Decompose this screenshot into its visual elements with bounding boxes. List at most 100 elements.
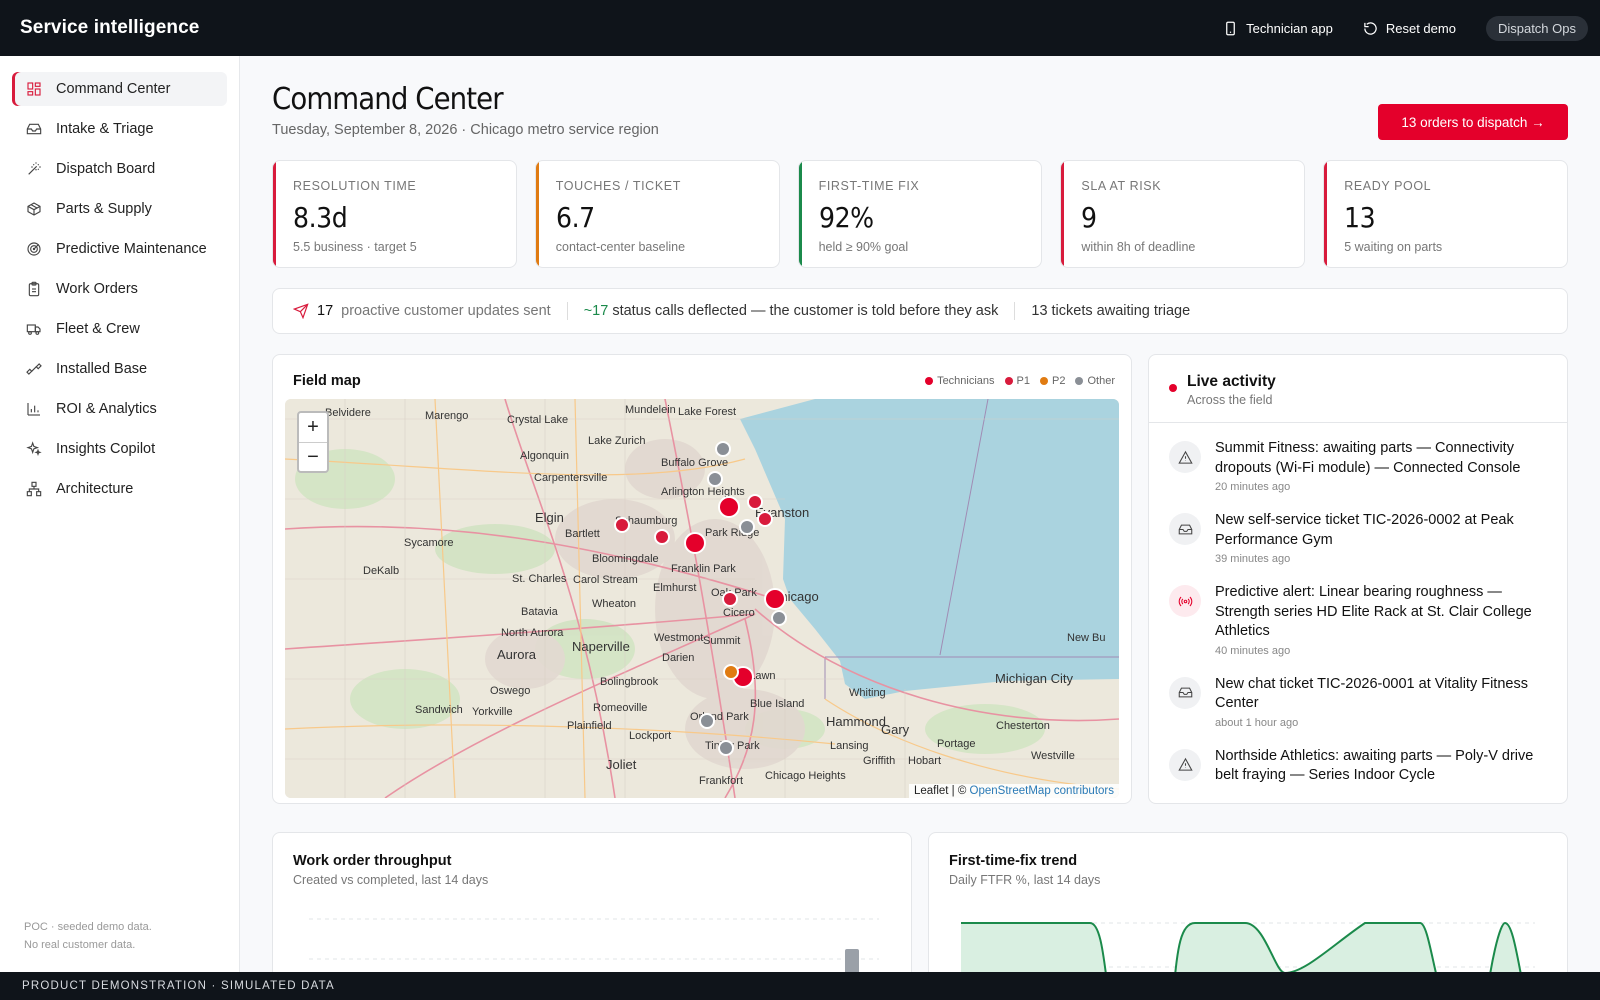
map-place-label: Carpentersville	[534, 472, 607, 484]
reset-demo-button[interactable]: Reset demo	[1363, 21, 1456, 36]
sidebar-item-dispatch-board[interactable]: Dispatch Board	[12, 152, 227, 186]
throughput-chart[interactable]	[289, 903, 899, 972]
order-marker-p1[interactable]	[747, 494, 763, 510]
sidebar-footer-line: No real customer data.	[24, 939, 136, 951]
sidebar-item-work-orders[interactable]: Work Orders	[12, 272, 227, 306]
zoom-in-button[interactable]: +	[307, 416, 319, 438]
sidebar-item-label: Insights Copilot	[56, 441, 156, 457]
order-marker-other[interactable]	[718, 740, 734, 756]
sidebar-item-parts-supply[interactable]: Parts & Supply	[12, 192, 227, 226]
map-place-label: Romeoville	[593, 702, 647, 714]
activity-item[interactable]: Summit Fitness: awaiting parts — Connect…	[1169, 439, 1547, 493]
sidebar: Command Center Intake & Triage Dispatch …	[0, 56, 240, 972]
order-marker-other[interactable]	[771, 610, 787, 626]
order-marker-p1[interactable]	[722, 591, 738, 607]
order-marker-other[interactable]	[715, 441, 731, 457]
sidebar-item-installed-base[interactable]: Installed Base	[12, 352, 227, 386]
sidebar-item-insights-copilot[interactable]: Insights Copilot	[12, 432, 227, 466]
network-icon	[26, 481, 42, 497]
kpi-card-ready-pool[interactable]: READY POOL 13 5 waiting on parts	[1323, 160, 1568, 268]
activity-item[interactable]: New self-service ticket TIC-2026-0002 at…	[1169, 511, 1547, 565]
field-map[interactable]: Belvidere Marengo Crystal Lake Mundelein Lak…	[285, 399, 1119, 798]
map-place-label: Oswego	[490, 685, 530, 697]
throughput-bar	[845, 949, 859, 972]
clipboard-icon	[28, 281, 40, 297]
throughput-title: Work order throughput	[293, 853, 452, 869]
order-marker-other[interactable]	[739, 519, 755, 535]
kpi-value: 9	[1081, 201, 1097, 234]
map-place-label: Plainfield	[567, 720, 612, 732]
order-marker-p1[interactable]	[654, 529, 670, 545]
dispatch-orders-button[interactable]: 13 orders to dispatch →	[1378, 104, 1568, 140]
kpi-card-resolution-time[interactable]: RESOLUTION TIME 8.3d 5.5 business · targ…	[272, 160, 517, 268]
order-marker-p1[interactable]	[757, 511, 773, 527]
kpi-card-sla-at-risk[interactable]: SLA AT RISK 9 within 8h of deadline	[1060, 160, 1306, 268]
deflected-label: status calls deflected — the customer is…	[612, 303, 999, 319]
technician-marker[interactable]	[684, 532, 706, 554]
role-badge[interactable]: Dispatch Ops	[1485, 15, 1588, 41]
osm-attribution-link[interactable]: OpenStreetMap contributors	[969, 785, 1114, 797]
map-place-label: Schaumburg	[615, 515, 677, 527]
sidebar-item-command-center[interactable]: Command Center	[12, 72, 227, 106]
sidebar-item-label: Architecture	[56, 481, 134, 497]
sidebar-item-architecture[interactable]: Architecture	[12, 472, 227, 506]
kpi-card-touches-per-ticket[interactable]: TOUCHES / TICKET 6.7 contact-center base…	[534, 160, 780, 268]
technician-marker[interactable]	[764, 588, 786, 610]
map-place-label: Crystal Lake	[507, 414, 568, 426]
map-place-label: Lake Forest	[678, 406, 736, 418]
kpi-note: within 8h of deadline	[1081, 240, 1196, 254]
sidebar-item-intake-triage[interactable]: Intake & Triage	[12, 112, 227, 146]
sidebar-item-label: Dispatch Board	[56, 161, 156, 177]
throughput-subtitle: Created vs completed, last 14 days	[293, 873, 489, 887]
map-place-label: Hammond	[826, 714, 886, 729]
activity-item[interactable]: Predictive alert: Linear bearing roughne…	[1169, 583, 1547, 657]
technician-app-button[interactable]: Technician app	[1223, 21, 1333, 36]
page-subtitle: Tuesday, September 8, 2026 · Chicago met…	[272, 122, 659, 138]
order-marker-other[interactable]	[699, 713, 715, 729]
kpi-card-first-time-fix[interactable]: FIRST-TIME FIX 92% held ≥ 90% goal	[797, 160, 1043, 268]
order-marker-other[interactable]	[707, 471, 723, 487]
map-place-label: Frankfort	[699, 775, 743, 787]
activity-feed[interactable]: Summit Fitness: awaiting parts — Connect…	[1149, 423, 1567, 803]
map-place-label: Belvidere	[325, 407, 371, 419]
kpi-value: 8.3d	[293, 201, 348, 234]
sidebar-item-label: Command Center	[56, 81, 171, 97]
ftfr-chart-card: First-time-fix trend Daily FTFR %, last …	[928, 832, 1568, 972]
ftfr-area	[961, 923, 1521, 972]
field-map-card: Field map Technicians P1 P2 Other	[272, 354, 1132, 804]
order-marker-p1[interactable]	[614, 517, 630, 533]
map-place-label: Westmont	[654, 632, 703, 644]
main-content: Command Center Tuesday, September 8, 202…	[272, 56, 1568, 972]
map-place-label: Summit	[703, 635, 740, 647]
ftfr-chart[interactable]	[945, 903, 1555, 972]
reset-demo-label: Reset demo	[1385, 20, 1456, 36]
legend-item-technicians: Technicians	[925, 375, 995, 387]
inbox-icon	[1169, 513, 1201, 545]
map-place-label: Bartlett	[565, 528, 600, 540]
kpi-note: held ≥ 90% goal	[818, 240, 909, 254]
technician-marker[interactable]	[718, 496, 740, 518]
order-marker-p2[interactable]	[723, 664, 739, 680]
sidebar-item-label: Intake & Triage	[56, 121, 154, 137]
kpi-value: 6.7	[555, 201, 595, 234]
map-place-label: Sandwich	[415, 704, 463, 716]
kpi-note: 5 waiting on parts	[1344, 240, 1443, 254]
activity-item[interactable]: Northside Athletics: awaiting parts — Po…	[1169, 747, 1547, 789]
activity-item[interactable]: New chat ticket TIC-2026-0001 at Vitalit…	[1169, 675, 1547, 729]
radar-icon	[27, 242, 41, 256]
sidebar-footer: POC · seeded demo data. No real customer…	[24, 918, 152, 954]
map-place-label: Naperville	[572, 639, 630, 654]
sidebar-item-predictive-maintenance[interactable]: Predictive Maintenance	[12, 232, 227, 266]
zoom-out-button[interactable]: −	[299, 442, 327, 471]
activity-time: about 1 hour ago	[1215, 716, 1299, 729]
ftfr-subtitle: Daily FTFR %, last 14 days	[949, 873, 1101, 887]
sidebar-item-roi-analytics[interactable]: ROI & Analytics	[12, 392, 227, 426]
triage-label[interactable]: 13 tickets awaiting triage	[1031, 303, 1191, 319]
ftfr-header: First-time-fix trend Daily FTFR %, last …	[949, 853, 1100, 887]
sidebar-item-fleet-crew[interactable]: Fleet & Crew	[12, 312, 227, 346]
kpi-label: RESOLUTION TIME	[293, 179, 417, 193]
map-place-label: Yorkville	[472, 706, 513, 718]
map-place-label: Franklin Park	[671, 563, 736, 575]
map-attribution: Leaflet | © OpenStreetMap contributors	[908, 784, 1119, 798]
